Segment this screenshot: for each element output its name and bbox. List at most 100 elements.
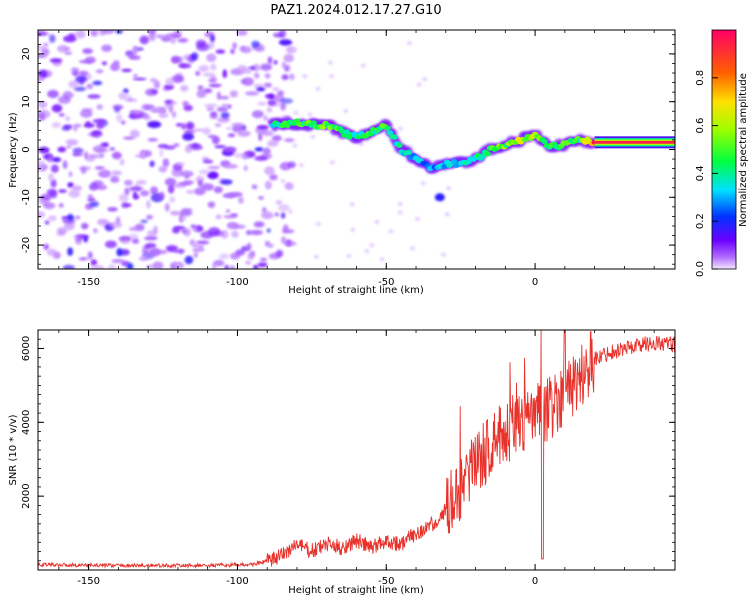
noise-blob <box>94 166 105 170</box>
noise-blob <box>227 193 234 198</box>
noise-blob <box>111 259 125 263</box>
noise-blob <box>131 238 140 244</box>
noise-blob <box>228 223 235 228</box>
noise-blob <box>67 247 73 256</box>
noise-blob <box>191 227 199 232</box>
noise-blob <box>72 235 80 239</box>
noise-blob <box>208 83 222 88</box>
noise-blob <box>349 202 355 207</box>
noise-blob <box>221 103 229 108</box>
noise-blob <box>51 104 63 113</box>
noise-blob <box>40 193 53 201</box>
noise-blob <box>124 98 138 102</box>
noise-blob <box>238 196 244 204</box>
noise-blob <box>75 30 86 39</box>
noise-blob <box>128 227 138 231</box>
noise-blob <box>38 31 47 36</box>
noise-blob <box>43 243 49 250</box>
noise-blob <box>240 79 248 84</box>
noise-blob <box>261 207 267 213</box>
noise-blob <box>245 230 252 236</box>
noise-blob <box>203 88 213 94</box>
noise-blob <box>360 63 366 68</box>
noise-blob <box>195 39 207 48</box>
noise-blob <box>65 116 71 122</box>
noise-blob <box>269 174 278 181</box>
noise-blob <box>180 84 189 92</box>
noise-blob <box>75 215 80 220</box>
snr-y-label: SNR (10 * v/v) <box>8 414 19 485</box>
noise-blob <box>256 87 266 92</box>
noise-blob <box>78 70 89 77</box>
noise-blob <box>198 169 211 175</box>
noise-blob <box>58 113 65 117</box>
y-tick-label: 10 <box>21 95 32 108</box>
noise-blob <box>207 41 215 49</box>
noise-blob <box>97 220 110 224</box>
noise-blob <box>232 42 237 50</box>
spectrogram-frame <box>37 29 676 270</box>
noise-blob <box>287 44 293 54</box>
noise-blob <box>133 194 140 200</box>
noise-blob <box>215 214 222 220</box>
noise-blob <box>123 179 133 186</box>
noise-blob <box>214 123 222 127</box>
noise-blob <box>209 111 218 118</box>
noise-blob <box>49 58 63 63</box>
noise-blob <box>191 52 199 61</box>
noise-blob <box>397 210 403 215</box>
spectrogram-x-axis: -150 -100 -50 0 <box>58 30 655 288</box>
frequency-ridge <box>268 116 675 202</box>
noise-blob <box>273 60 278 65</box>
noise-blob <box>96 121 104 130</box>
noise-blob <box>202 72 216 77</box>
noise-blob <box>180 170 194 178</box>
noise-blob <box>263 82 273 88</box>
noise-blob <box>177 38 189 43</box>
noise-blob <box>129 129 140 138</box>
noise-blob <box>275 249 284 258</box>
noise-blob <box>179 209 193 217</box>
noise-blob <box>84 151 89 159</box>
noise-blob <box>38 69 48 79</box>
noise-blob <box>416 82 422 87</box>
noise-blob <box>72 147 84 154</box>
noise-blob <box>118 92 129 100</box>
noise-blob <box>38 146 50 154</box>
isolated-blob <box>434 193 445 202</box>
noise-blob <box>284 241 297 246</box>
noise-blob <box>144 104 155 111</box>
noise-blob <box>158 112 169 119</box>
noise-blob <box>173 249 185 254</box>
noise-blob <box>229 265 235 269</box>
noise-blob <box>98 30 107 36</box>
noise-blob <box>128 113 142 120</box>
colorbar: 0.0 0.2 0.4 0.6 0.8 Normalized spectral ampl… <box>695 29 749 277</box>
noise-blob <box>181 229 186 233</box>
noise-blob <box>274 212 280 217</box>
noise-blob <box>92 80 103 86</box>
noise-blob <box>253 264 259 269</box>
noise-blob <box>63 35 77 43</box>
noise-blob <box>89 201 99 208</box>
noise-blob <box>223 215 238 219</box>
noise-blob <box>329 74 334 79</box>
noise-blob <box>116 248 123 257</box>
noise-blob <box>256 125 269 130</box>
noise-blob <box>184 255 194 265</box>
noise-blob <box>38 211 46 219</box>
noise-blob <box>72 152 83 157</box>
noise-blob <box>95 69 104 74</box>
noise-blob <box>282 224 289 233</box>
noise-blob <box>108 264 116 269</box>
noise-blob <box>183 104 193 112</box>
noise-blob <box>98 152 105 159</box>
noise-blob <box>51 157 62 163</box>
noise-blob <box>90 259 98 266</box>
noise-blob <box>267 140 279 147</box>
noise-blob <box>114 106 121 113</box>
y-tick-label: -10 <box>21 189 32 205</box>
noise-blob <box>284 182 294 191</box>
y-tick-label: 2000 <box>21 483 32 508</box>
noise-blob <box>215 49 226 54</box>
